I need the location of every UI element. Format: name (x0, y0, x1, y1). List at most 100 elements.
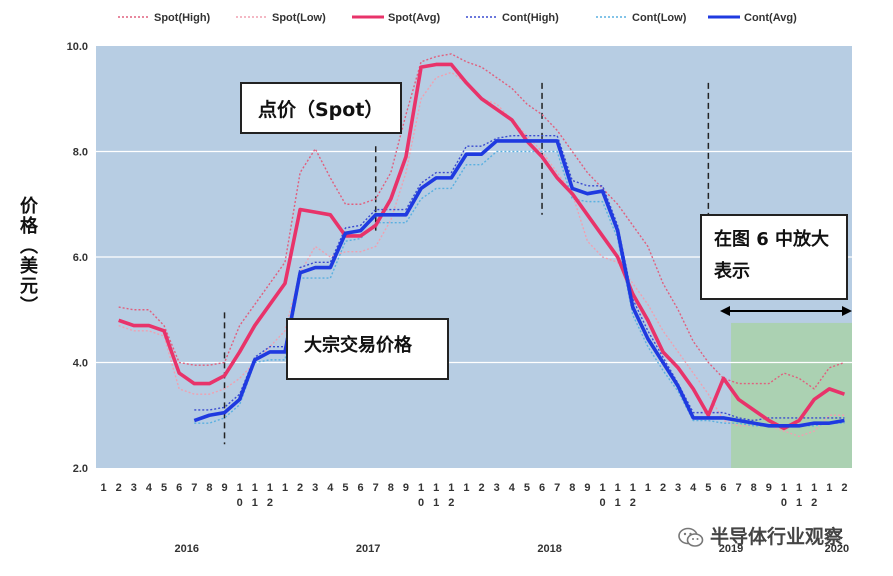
month-label-digit: 1 (100, 482, 106, 494)
month-label-digit: 9 (403, 482, 409, 494)
month-label-digit: 1 (796, 482, 802, 494)
month-label-digit: 5 (342, 482, 348, 494)
month-label: 3 (312, 482, 318, 494)
month-label: 8 (206, 482, 212, 494)
month-label: 4 (690, 482, 697, 494)
y-tick-label: 6.0 (73, 252, 88, 264)
y-tick-label: 10.0 (67, 41, 88, 53)
month-label: 6 (176, 482, 182, 494)
month-label: 10 (237, 482, 243, 509)
month-label: 11 (252, 482, 258, 509)
month-label-digit: 6 (176, 482, 182, 494)
month-label-digit: 3 (131, 482, 137, 494)
month-label: 5 (524, 482, 530, 494)
month-label-digit: 1 (252, 482, 258, 494)
month-label-digit: 7 (554, 482, 560, 494)
month-label-digit: 0 (237, 497, 243, 509)
month-label: 5 (705, 482, 711, 494)
month-label: 11 (433, 482, 439, 509)
month-label-digit: 1 (267, 482, 273, 494)
month-label-digit: 1 (252, 497, 258, 509)
contract-annotation: 大宗交易价格 (286, 318, 449, 380)
month-label-digit: 1 (796, 497, 802, 509)
legend-label: Cont(High) (502, 12, 559, 24)
month-label-digit: 4 (146, 482, 153, 494)
month-label: 6 (539, 482, 545, 494)
zoom-arrow-right-head (842, 306, 852, 316)
month-label: 2 (841, 482, 847, 494)
series-line-cont-avg (193, 139, 845, 428)
month-label-digit: 4 (690, 482, 697, 494)
month-label: 8 (751, 482, 757, 494)
month-label: 4 (327, 482, 334, 494)
legend: Spot(High) Spot(Low) Spot(Avg) Cont(High) Co… (118, 12, 797, 24)
month-label: 9 (221, 482, 227, 494)
zoom-annotation: 在图 6 中放大表示 (700, 214, 848, 300)
month-label-digit: 1 (615, 497, 621, 509)
month-label-digit: 1 (282, 482, 288, 494)
month-label-digit: 1 (811, 482, 817, 494)
month-label: 7 (736, 482, 742, 494)
month-label-digit: 2 (660, 482, 666, 494)
month-label: 10 (418, 482, 424, 509)
month-label-digit: 4 (327, 482, 334, 494)
month-label: 10 (599, 482, 605, 509)
month-label: 2 (660, 482, 666, 494)
month-label-digit: 2 (267, 497, 273, 509)
month-label: 10 (781, 482, 787, 509)
year-label: 2018 (537, 543, 561, 555)
y-axis-label: 价格（美元） (17, 196, 38, 316)
month-label: 7 (191, 482, 197, 494)
watermark-text: 半导体行业观察 (710, 526, 844, 548)
month-label-digit: 1 (599, 482, 605, 494)
month-label: 3 (675, 482, 681, 494)
month-label-digit: 5 (161, 482, 167, 494)
month-label: 7 (373, 482, 379, 494)
month-label-digit: 9 (584, 482, 590, 494)
month-label-digit: 1 (781, 482, 787, 494)
month-label-digit: 1 (630, 482, 636, 494)
month-label-digit: 4 (509, 482, 516, 494)
month-label: 11 (796, 482, 802, 509)
month-label-digit: 5 (524, 482, 530, 494)
month-label-digit: 2 (478, 482, 484, 494)
month-label: 4 (509, 482, 516, 494)
month-label: 2 (297, 482, 303, 494)
month-label-digit: 0 (418, 497, 424, 509)
month-label: 3 (494, 482, 500, 494)
month-label-digit: 9 (766, 482, 772, 494)
month-label: 1 (463, 482, 469, 494)
month-label-digit: 1 (448, 482, 454, 494)
month-label: 2 (116, 482, 122, 494)
month-label: 9 (584, 482, 590, 494)
month-label-digit: 1 (433, 497, 439, 509)
month-label-digit: 7 (373, 482, 379, 494)
month-label: 1 (645, 482, 651, 494)
legend-label: Cont(Avg) (744, 12, 797, 24)
year-label: 2016 (174, 543, 198, 555)
series-line-cont-high (194, 134, 845, 422)
month-label-digit: 2 (811, 497, 817, 509)
month-label-digit: 9 (221, 482, 227, 494)
month-label: 6 (358, 482, 364, 494)
legend-label: Cont(Low) (632, 12, 687, 24)
month-label-digit: 1 (418, 482, 424, 494)
wechat-icon (678, 527, 704, 547)
month-label-digit: 1 (826, 482, 832, 494)
month-label-digit: 6 (720, 482, 726, 494)
month-label: 9 (766, 482, 772, 494)
month-label-digit: 0 (599, 497, 605, 509)
legend-label: Spot(High) (154, 12, 211, 24)
month-label-digit: 0 (781, 497, 787, 509)
month-label: 12 (811, 482, 817, 509)
spot-annotation: 点价（Spot） (240, 82, 402, 134)
highlight-region-layer (731, 322, 852, 468)
month-label: 6 (720, 482, 726, 494)
month-label: 1 (826, 482, 832, 494)
month-label-digit: 1 (615, 482, 621, 494)
month-label-digit: 3 (675, 482, 681, 494)
zoom-arrow-left-head (720, 306, 730, 316)
month-label-digit: 6 (539, 482, 545, 494)
y-tick-label: 8.0 (73, 147, 88, 159)
month-label-digit: 8 (751, 482, 757, 494)
